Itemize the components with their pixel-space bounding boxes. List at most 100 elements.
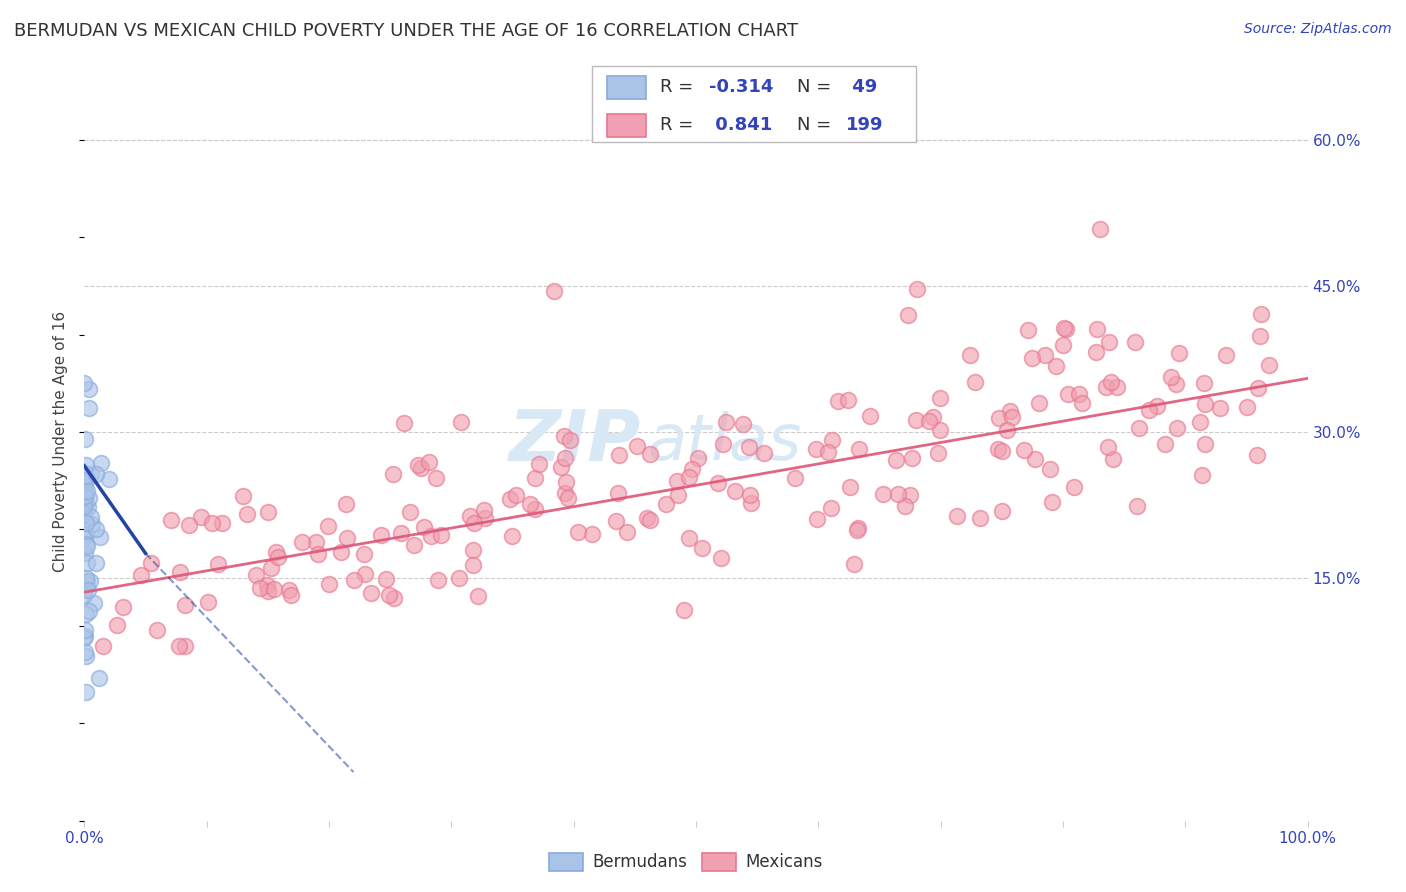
Point [318,519,340,533]
Point [1063,480,1085,494]
Point [160,513,183,527]
Point [460,509,482,524]
Point [360,586,382,600]
Y-axis label: Child Poverty Under the Age of 16: Child Poverty Under the Age of 16 [53,311,69,572]
Point [946,508,969,523]
Point [75,607,97,622]
Point [419,529,441,543]
Text: 0.841: 0.841 [710,116,773,135]
FancyBboxPatch shape [592,66,917,142]
Point [655,497,678,511]
Point [353,567,375,582]
Point [370,527,392,541]
Point [673,603,696,617]
Point [827,394,849,409]
Point [304,534,326,549]
Point [554,451,576,466]
Point [426,573,449,587]
Point [1012,443,1035,458]
Point [1123,335,1146,350]
Point [918,414,941,428]
Point [806,512,828,526]
Text: N =: N = [797,78,838,96]
Point [75,470,97,484]
Point [626,439,648,453]
Point [75,516,97,531]
Point [1126,499,1149,513]
Point [75,537,97,551]
Point [817,445,839,459]
Point [291,534,314,549]
FancyBboxPatch shape [606,114,645,136]
Point [1250,307,1272,321]
Point [887,487,910,501]
Point [1097,440,1119,454]
Point [77,500,100,515]
Point [264,545,287,559]
Text: ZIP: ZIP [509,407,641,476]
Point [928,391,950,405]
FancyBboxPatch shape [606,76,645,99]
Point [567,524,589,539]
Point [336,531,359,545]
Point [76,539,98,553]
Point [963,375,986,389]
Point [75,432,97,446]
Point [318,576,340,591]
Text: R =: R = [661,78,700,96]
Point [550,459,572,474]
Point [558,434,581,448]
Point [76,472,98,486]
Point [681,462,703,476]
Point [73,489,96,503]
Point [501,529,523,543]
FancyBboxPatch shape [702,854,737,871]
Point [609,449,631,463]
Point [257,505,280,519]
Point [280,588,302,602]
Point [76,484,98,499]
Point [75,458,97,472]
Point [499,492,522,507]
Point [425,471,447,485]
Point [1188,415,1211,429]
Point [343,574,366,588]
Text: BERMUDAN VS MEXICAN CHILD POVERTY UNDER THE AGE OF 16 CORRELATION CHART: BERMUDAN VS MEXICAN CHILD POVERTY UNDER … [14,22,799,40]
Point [190,510,212,524]
Point [690,541,713,555]
Text: R =: R = [661,116,700,135]
Point [375,572,398,586]
Point [79,491,101,505]
Point [1088,221,1111,235]
Point [527,458,550,472]
Text: Source: ZipAtlas.com: Source: ZipAtlas.com [1244,22,1392,37]
Point [821,433,844,447]
Point [519,497,541,511]
Point [73,376,96,391]
Point [139,557,162,571]
Point [884,453,907,467]
Point [335,497,357,511]
Point [472,503,495,517]
Point [382,591,405,605]
Point [399,505,422,519]
Point [90,456,112,470]
Point [474,511,496,525]
Point [844,557,866,571]
Point [678,470,700,484]
Point [75,570,97,584]
Point [389,525,412,540]
Point [73,588,96,602]
Point [169,565,191,579]
Point [638,447,661,461]
Point [179,518,201,533]
Point [1191,468,1213,483]
Point [1085,322,1108,336]
Point [1164,377,1187,392]
Point [1071,395,1094,409]
Point [969,510,991,524]
Point [73,483,96,498]
Point [73,531,96,545]
Point [1084,345,1107,359]
Point [267,549,290,564]
